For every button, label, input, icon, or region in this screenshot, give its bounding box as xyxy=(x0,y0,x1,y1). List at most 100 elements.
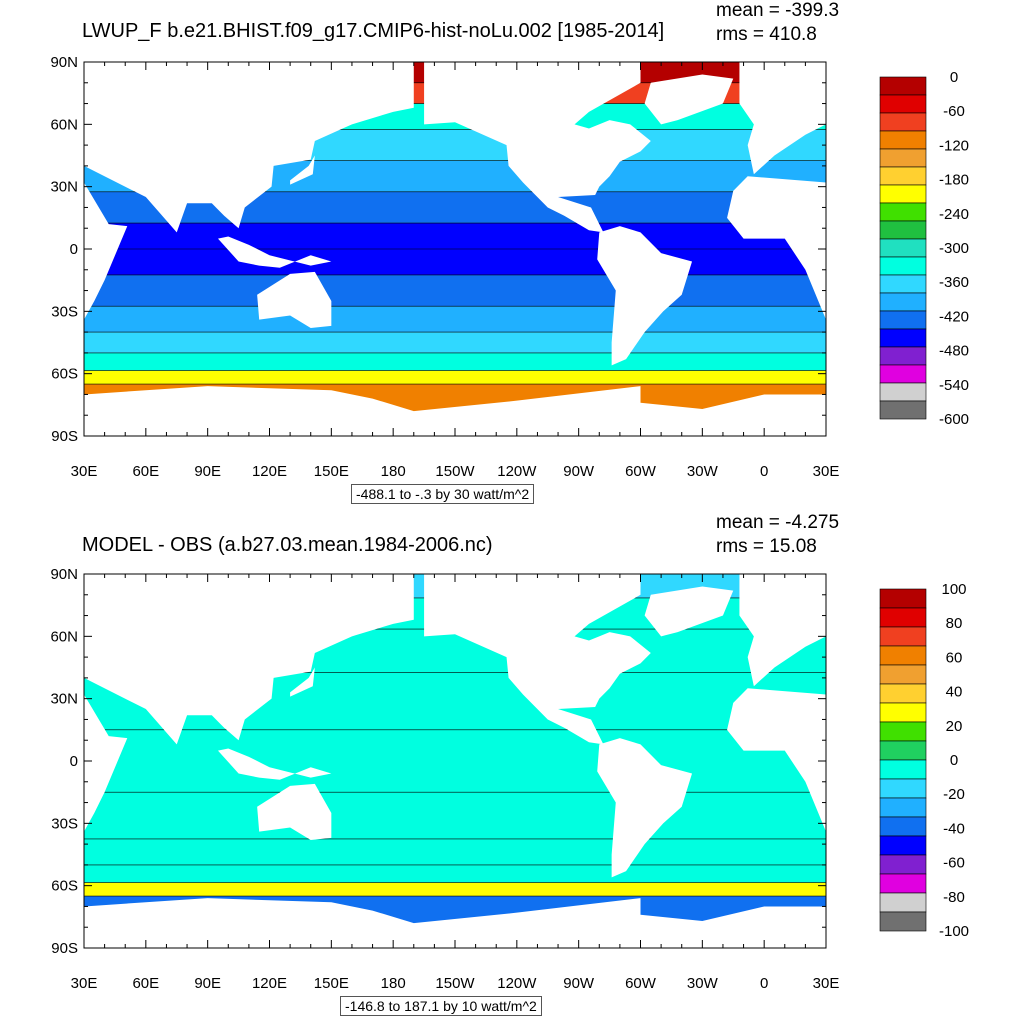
land-area xyxy=(84,62,414,233)
colorbar-label: -40 xyxy=(943,820,965,837)
x-tick-label: 60W xyxy=(625,975,657,992)
ocean-band xyxy=(84,274,826,307)
colorbar-label: -80 xyxy=(943,889,965,906)
x-tick-label: 60W xyxy=(625,463,657,480)
y-tick-label: 30S xyxy=(51,815,78,832)
land-area xyxy=(290,667,315,697)
colorbar-swatch xyxy=(879,400,927,420)
x-tick-label: 30W xyxy=(687,463,719,480)
colorbar-swatch xyxy=(879,873,927,894)
colorbar-swatch xyxy=(879,328,927,348)
land-mask xyxy=(84,574,826,948)
x-tick-label: 0 xyxy=(760,463,768,480)
land-area xyxy=(597,738,693,878)
y-tick-label: 90S xyxy=(51,428,78,445)
x-tick-label: 30E xyxy=(71,975,98,992)
y-tick-label: 30S xyxy=(51,303,78,320)
rms-stat: rms = 410.8 xyxy=(716,24,817,45)
land-area xyxy=(84,386,826,436)
y-tick-label: 90N xyxy=(50,54,78,71)
land-mask xyxy=(84,62,826,436)
colorbar-swatch xyxy=(879,721,927,742)
land-area xyxy=(217,748,332,780)
land-area xyxy=(84,574,414,745)
contour-info-box: -488.1 to -.3 by 30 watt/m^2 xyxy=(351,484,535,504)
colorbar-swatch xyxy=(879,382,927,402)
colorbar-swatch xyxy=(879,94,927,114)
colorbar-swatch xyxy=(879,220,927,240)
colorbar-label: -120 xyxy=(939,137,969,154)
y-tick-label: 0 xyxy=(70,241,78,258)
mean-stat: mean = -399.3 xyxy=(716,0,840,21)
colorbar-swatch xyxy=(879,202,927,222)
land-area xyxy=(84,694,128,832)
colorbar-label: -20 xyxy=(943,786,965,803)
colorbar-label: 80 xyxy=(946,615,963,632)
colorbar-swatch xyxy=(879,911,927,932)
colorbar-swatch xyxy=(879,256,927,276)
ocean-band xyxy=(84,352,826,371)
colorbar-swatch xyxy=(879,740,927,761)
x-tick-label: 90W xyxy=(563,463,595,480)
land-area xyxy=(739,574,826,687)
ocean-band xyxy=(84,729,826,793)
colorbar-swatch xyxy=(879,238,927,258)
land-area xyxy=(424,574,651,745)
colorbar-swatch xyxy=(879,274,927,294)
x-tick-label: 180 xyxy=(381,463,406,480)
ocean-band xyxy=(84,838,826,865)
x-tick-label: 30E xyxy=(813,975,840,992)
colorbar-label: -600 xyxy=(939,411,969,428)
colorbar-label: 100 xyxy=(941,581,966,598)
colorbar-swatch xyxy=(879,607,927,628)
x-tick-label: 30W xyxy=(687,975,719,992)
colorbar-label: -240 xyxy=(939,206,969,223)
y-tick-label: 90N xyxy=(50,566,78,583)
colorbar-swatch xyxy=(879,702,927,723)
map-plot-bottom: 90N 60N 30N 0 30S 60S 90S 30E 60E 90E 120E 150E 180 1… xyxy=(50,566,969,992)
contour-info-box: -146.8 to 187.1 by 10 watt/m^2 xyxy=(340,996,542,1016)
colorbar-label: 0 xyxy=(950,752,958,769)
x-tick-label: 150W xyxy=(435,463,475,480)
colorbar-swatch xyxy=(879,778,927,799)
colorbar-label: 0 xyxy=(950,69,958,86)
colorbar-label: 40 xyxy=(946,684,963,701)
x-tick-label: 60E xyxy=(132,975,159,992)
y-tick-label: 60S xyxy=(51,878,78,895)
land-area xyxy=(644,586,734,637)
colorbar-label: -60 xyxy=(943,103,965,120)
land-area xyxy=(597,226,693,366)
x-tick-label: 0 xyxy=(760,975,768,992)
x-tick-label: 60E xyxy=(132,463,159,480)
chart-panel-bottom: 90N 60N 30N 0 30S 60S 90S 30E 60E 90E 120E 150E 180 1… xyxy=(0,512,1024,1024)
x-tick-label: 30E xyxy=(813,463,840,480)
land-area xyxy=(84,898,826,948)
land-area xyxy=(257,271,332,328)
colorbar-swatch xyxy=(879,854,927,875)
map-plot-top: 90N 60N 30N 0 30S 60S 90S 30E 60E 90E 120E 150E 180 1… xyxy=(50,54,969,480)
x-tick-label: 150E xyxy=(314,463,349,480)
x-tick-label: 90E xyxy=(194,463,221,480)
colorbar-label: 60 xyxy=(946,649,963,666)
land-area xyxy=(644,74,734,125)
colorbar-swatch xyxy=(879,346,927,366)
colorbar-swatch xyxy=(879,835,927,856)
x-tick-label: 120W xyxy=(497,975,537,992)
colorbar-label: -300 xyxy=(939,240,969,257)
x-tick-label: 180 xyxy=(381,975,406,992)
y-tick-label: 30N xyxy=(50,179,78,196)
colorbar-swatch xyxy=(879,759,927,780)
y-tick-label: 60N xyxy=(50,628,78,645)
chart-title: MODEL - OBS (a.b27.03.mean.1984-2006.nc) xyxy=(82,534,493,556)
colorbar-label: -60 xyxy=(943,855,965,872)
colorbar-label: -540 xyxy=(939,377,969,394)
land-area xyxy=(424,62,651,233)
x-tick-label: 30E xyxy=(71,463,98,480)
x-tick-label: 150W xyxy=(435,975,475,992)
colorbar-swatch xyxy=(879,184,927,204)
colorbar-swatch xyxy=(879,664,927,685)
ocean-band xyxy=(84,370,826,385)
chart-title: LWUP_F b.e21.BHIST.f09_g17.CMIP6-hist-no… xyxy=(82,20,665,42)
y-tick-label: 90S xyxy=(51,940,78,957)
colorbar-label: -180 xyxy=(939,172,969,189)
